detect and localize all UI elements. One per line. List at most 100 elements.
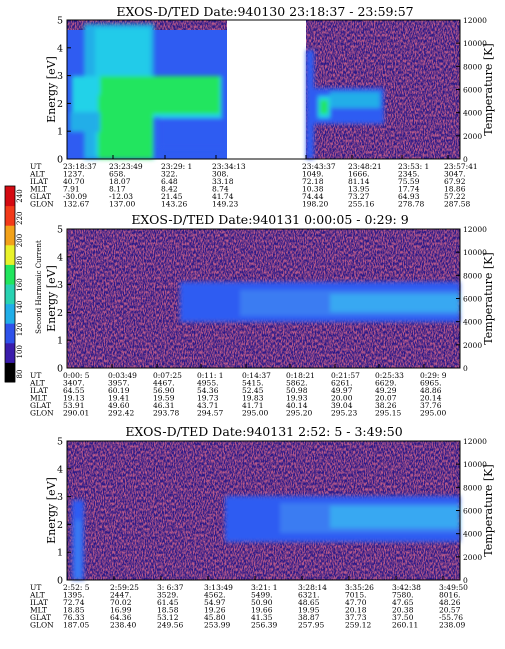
y-right-tick-label: 0 (463, 576, 468, 585)
y-tick-label: 5 (57, 437, 63, 448)
orbit-cell: 20.14 (420, 394, 442, 403)
orbit-cell: 41.74 (212, 192, 234, 201)
panel-1-title: EXOS-D/TED Date:940130 23:18:37 - 23:59:… (116, 4, 413, 19)
orbit-cell: 6965. (420, 379, 441, 388)
orbit-cell: 19.41 (108, 394, 129, 403)
panel-1: EXOS-D/TED Date:940130 23:18:37 - 23:59:… (29, 4, 495, 209)
orbit-cell: 47.65 (392, 598, 414, 607)
y-right-tick-label: 2000 (463, 132, 482, 141)
orbit-cell: 0:14:37 (242, 371, 271, 380)
y-right-tick-label: 12000 (463, 225, 487, 234)
orbit-cell: 37.76 (420, 401, 442, 410)
orbit-cell: 19.93 (286, 394, 308, 403)
orbit-cell: 43.71 (197, 401, 218, 410)
orbit-cell: 38.87 (298, 613, 320, 622)
orbit-cell: 48.86 (420, 386, 442, 395)
orbit-cell: 20.18 (345, 606, 367, 615)
orbit-cell: 0:00: 5 (63, 371, 90, 380)
panel-2-band (180, 282, 460, 322)
y-axis-label: Energy [eV] (45, 265, 58, 332)
orbit-cell: 0:29: 9 (420, 371, 447, 380)
panel-1-left-spectrum (67, 24, 227, 159)
colorbar-tick-label: 180 (16, 256, 24, 269)
orbit-row-label: ILAT (30, 386, 48, 395)
y-tick-label: 0 (57, 364, 63, 375)
orbit-cell: 40.70 (63, 177, 85, 186)
orbit-cell: 41.35 (251, 613, 273, 622)
orbit-row-label: ALT (29, 170, 45, 179)
colorbar-tick-label: 80 (16, 370, 24, 379)
y-right-tick-label: 6000 (463, 295, 482, 304)
orbit-cell: 49.60 (108, 401, 130, 410)
orbit-cell: -55.76 (439, 613, 463, 622)
orbit-cell: 3: 6:37 (157, 583, 184, 592)
orbit-row-label: ILAT (30, 177, 48, 186)
orbit-row-label: ILAT (30, 598, 48, 607)
orbit-cell: 7580. (392, 591, 413, 600)
orbit-row-label: GLAT (30, 401, 51, 410)
y-right-tick-label: 10000 (463, 460, 487, 469)
panel-3-title: EXOS-D/TED Date:940131 2:52: 5 - 3:49:50 (125, 424, 402, 439)
orbit-cell: 72.74 (63, 598, 85, 607)
orbit-cell: 64.55 (63, 386, 85, 395)
y-tick-label: 1 (57, 336, 63, 347)
panel-1-plot (66, 19, 461, 160)
orbit-cell: 249.56 (157, 621, 183, 630)
orbit-cell: 2:59:25 (110, 583, 139, 592)
orbit-cell: 47.70 (345, 598, 367, 607)
orbit-cell: 64.36 (110, 613, 132, 622)
orbit-cell: 70.02 (110, 598, 132, 607)
colorbar-tick-label: 160 (16, 278, 24, 291)
orbit-row-label: GLON (30, 200, 54, 209)
orbit-cell: 76.33 (63, 613, 85, 622)
orbit-cell: 18.58 (157, 606, 179, 615)
orbit-cell: 23:53: 1 (398, 162, 429, 171)
y-right-tick-label: 6000 (463, 86, 482, 95)
panel-2: EXOS-D/TED Date:940131 0:00:05 - 0:29: 9… (29, 212, 495, 418)
orbit-cell: 253.99 (204, 621, 230, 630)
colorbar-swatch (5, 303, 15, 324)
orbit-cell: 1395. (63, 591, 84, 600)
orbit-cell: 137.00 (109, 200, 135, 209)
orbit-cell: 50.98 (286, 386, 308, 395)
y-right-tick-label: 2000 (463, 553, 482, 562)
y-tick-label: 3 (57, 492, 63, 503)
orbit-row-label: GLON (30, 621, 54, 630)
y-right-tick-label: 4000 (463, 530, 482, 539)
orbit-cell: 8.74 (212, 185, 229, 194)
orbit-cell: 198.20 (302, 200, 328, 209)
orbit-cell: 3:21: 1 (251, 583, 278, 592)
orbit-cell: 3407. (63, 379, 84, 388)
y-right-tick-label: 10000 (463, 39, 487, 48)
orbit-cell: 54.36 (197, 386, 219, 395)
orbit-cell: 292.42 (108, 409, 134, 418)
orbit-cell: 259.12 (345, 621, 371, 630)
orbit-cell: 74.44 (302, 192, 324, 201)
y-right-tick-label: 4000 (463, 109, 482, 118)
orbit-cell: 1049. (302, 170, 323, 179)
colorbar-tick-label: 200 (16, 234, 24, 247)
orbit-cell: 5862. (286, 379, 307, 388)
y-right-tick-label: 0 (463, 155, 468, 164)
y-tick-label: 4 (57, 43, 63, 54)
orbit-cell: 295.15 (375, 409, 401, 418)
orbit-cell: 4467. (153, 379, 174, 388)
orbit-cell: 256.39 (251, 621, 277, 630)
orbit-cell: 23:23:49 (109, 162, 143, 171)
orbit-cell: 37.73 (345, 613, 367, 622)
orbit-cell: 295.23 (331, 409, 357, 418)
orbit-cell: 75.59 (398, 177, 420, 186)
orbit-cell: 61.45 (157, 598, 179, 607)
colorbar: 240 220 200 180 160 140 120 100 80 Second Harmon… (4, 185, 43, 383)
orbit-cell: 23:34:13 (212, 162, 246, 171)
orbit-cell: 260.11 (392, 621, 418, 630)
orbit-cell: 149.23 (212, 200, 238, 209)
panel-1-data-gap (227, 20, 306, 159)
orbit-row-label: GLAT (30, 613, 51, 622)
y-tick-label: 4 (57, 464, 63, 475)
orbit-cell: 6261. (331, 379, 352, 388)
colorbar-swatch (5, 225, 15, 246)
orbit-cell: 20.00 (331, 394, 353, 403)
orbit-cell: 53.12 (157, 613, 179, 622)
